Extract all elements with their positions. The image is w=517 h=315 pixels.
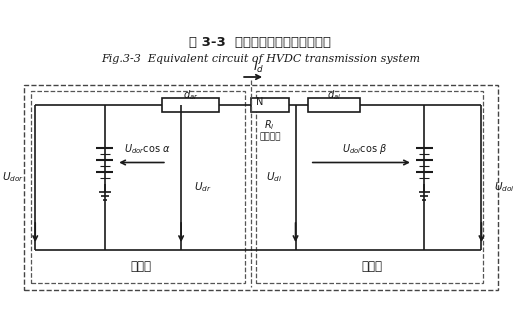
- Text: N: N: [256, 97, 264, 107]
- Text: $U_{dr}$: $U_{dr}$: [194, 180, 212, 194]
- Bar: [162, 98, 219, 112]
- Text: 整流器: 整流器: [131, 261, 151, 273]
- Bar: [308, 98, 360, 112]
- Text: $U_{dor}$: $U_{dor}$: [2, 171, 24, 184]
- Text: $d_{ar}$: $d_{ar}$: [183, 88, 199, 102]
- Text: $I_d$: $I_d$: [253, 60, 264, 75]
- Bar: [24, 85, 498, 290]
- Text: 输电线路: 输电线路: [259, 133, 281, 141]
- Text: $U_{doi}$: $U_{doi}$: [494, 180, 514, 194]
- Text: 图 3-3  高压直流输电系统等效电路: 图 3-3 高压直流输电系统等效电路: [189, 37, 331, 49]
- Text: Fig.3-3  Equivalent circuit of HVDC transmission system: Fig.3-3 Equivalent circuit of HVDC trans…: [101, 54, 420, 64]
- Text: $U_{doi}$cos $\beta$: $U_{doi}$cos $\beta$: [342, 142, 387, 157]
- Bar: [32, 91, 245, 283]
- Bar: [251, 98, 289, 112]
- Text: $d_{ai}$: $d_{ai}$: [327, 88, 341, 102]
- Bar: [256, 91, 483, 283]
- Text: $U_{di}$: $U_{di}$: [266, 171, 282, 184]
- Text: 逆变器: 逆变器: [362, 261, 383, 273]
- Text: $U_{dor}$cos $\alpha$: $U_{dor}$cos $\alpha$: [125, 143, 171, 157]
- Text: $R_l$: $R_l$: [265, 118, 275, 132]
